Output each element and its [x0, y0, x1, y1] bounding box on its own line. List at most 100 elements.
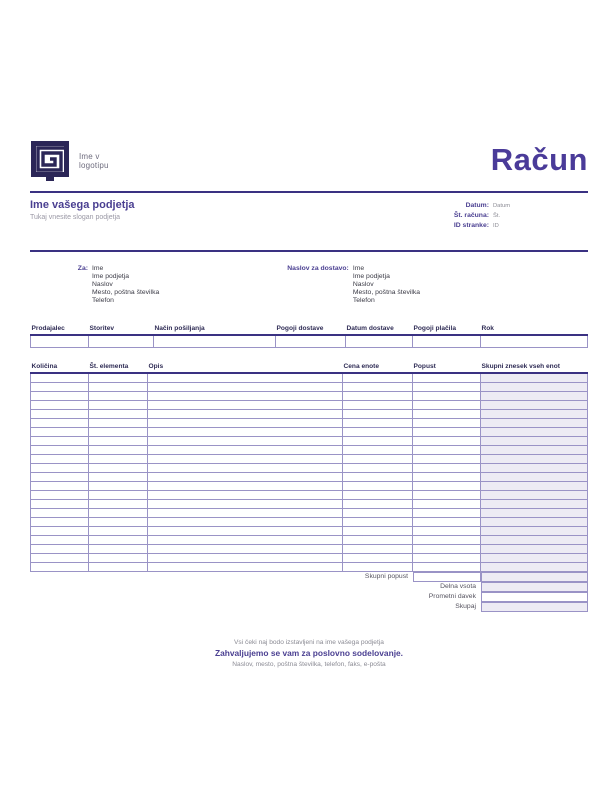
- table-cell[interactable]: [342, 499, 413, 509]
- table-cell[interactable]: [147, 535, 343, 545]
- table-cell[interactable]: [342, 562, 413, 572]
- table-cell[interactable]: [480, 382, 588, 392]
- table-cell[interactable]: [342, 481, 413, 491]
- table-cell[interactable]: [88, 334, 154, 348]
- address-line[interactable]: Telefon: [92, 297, 114, 304]
- table-cell[interactable]: [412, 372, 481, 383]
- table-cell[interactable]: [480, 562, 588, 572]
- table-cell[interactable]: [412, 517, 481, 527]
- table-cell[interactable]: [30, 409, 89, 419]
- table-cell[interactable]: [480, 517, 588, 527]
- table-cell[interactable]: [30, 562, 89, 572]
- invoice-number-value[interactable]: Št.: [493, 213, 501, 219]
- table-cell[interactable]: [88, 490, 148, 500]
- table-cell[interactable]: [88, 526, 148, 536]
- table-cell[interactable]: [412, 334, 481, 348]
- table-cell[interactable]: [342, 472, 413, 482]
- table-cell[interactable]: [147, 544, 343, 554]
- table-cell[interactable]: [412, 508, 481, 518]
- table-cell[interactable]: [412, 481, 481, 491]
- table-cell[interactable]: [30, 427, 89, 437]
- table-cell[interactable]: [480, 472, 588, 482]
- table-cell[interactable]: [147, 499, 343, 509]
- table-cell[interactable]: [30, 400, 89, 410]
- table-cell[interactable]: [30, 490, 89, 500]
- table-cell[interactable]: [88, 372, 148, 383]
- table-cell[interactable]: [275, 334, 346, 348]
- table-cell[interactable]: [412, 463, 481, 473]
- table-cell[interactable]: [88, 463, 148, 473]
- table-cell[interactable]: [342, 400, 413, 410]
- table-cell[interactable]: [412, 382, 481, 392]
- table-cell[interactable]: [30, 463, 89, 473]
- total-discount-input[interactable]: [413, 572, 481, 582]
- table-cell[interactable]: [342, 526, 413, 536]
- table-cell[interactable]: [147, 427, 343, 437]
- table-cell[interactable]: [480, 391, 588, 401]
- table-cell[interactable]: [412, 526, 481, 536]
- table-cell[interactable]: [480, 445, 588, 455]
- table-cell[interactable]: [153, 334, 276, 348]
- date-value[interactable]: Datum: [493, 203, 511, 209]
- table-cell[interactable]: [88, 382, 148, 392]
- table-cell[interactable]: [480, 436, 588, 446]
- table-cell[interactable]: [480, 553, 588, 563]
- table-cell[interactable]: [88, 400, 148, 410]
- table-cell[interactable]: [147, 463, 343, 473]
- table-cell[interactable]: [30, 499, 89, 509]
- table-cell[interactable]: [480, 481, 588, 491]
- table-cell[interactable]: [147, 372, 343, 383]
- table-cell[interactable]: [342, 436, 413, 446]
- table-cell[interactable]: [30, 544, 89, 554]
- address-line[interactable]: Naslov: [352, 281, 374, 288]
- table-cell[interactable]: [412, 400, 481, 410]
- table-cell[interactable]: [88, 508, 148, 518]
- table-cell[interactable]: [412, 445, 481, 455]
- table-cell[interactable]: [147, 382, 343, 392]
- table-cell[interactable]: [30, 553, 89, 563]
- table-cell[interactable]: [412, 553, 481, 563]
- table-cell[interactable]: [480, 372, 588, 383]
- table-cell[interactable]: [88, 535, 148, 545]
- table-cell[interactable]: [88, 391, 148, 401]
- table-cell[interactable]: [88, 418, 148, 428]
- table-cell[interactable]: [480, 544, 588, 554]
- table-cell[interactable]: [342, 391, 413, 401]
- table-cell[interactable]: [147, 481, 343, 491]
- table-cell[interactable]: [147, 418, 343, 428]
- table-cell[interactable]: [88, 553, 148, 563]
- table-cell[interactable]: [480, 409, 588, 419]
- table-cell[interactable]: [30, 526, 89, 536]
- table-cell[interactable]: [342, 382, 413, 392]
- table-cell[interactable]: [147, 508, 343, 518]
- address-line[interactable]: Mesto, poštna številka: [92, 289, 160, 296]
- table-cell[interactable]: [147, 472, 343, 482]
- table-cell[interactable]: [412, 427, 481, 437]
- table-cell[interactable]: [88, 544, 148, 554]
- table-cell[interactable]: [342, 418, 413, 428]
- address-line[interactable]: Mesto, poštna številka: [352, 289, 421, 296]
- table-cell[interactable]: [480, 454, 588, 464]
- customer-id-value[interactable]: ID: [493, 223, 499, 229]
- table-cell[interactable]: [147, 526, 343, 536]
- table-cell[interactable]: [480, 490, 588, 500]
- table-cell[interactable]: [147, 553, 343, 563]
- table-cell[interactable]: [412, 454, 481, 464]
- table-cell[interactable]: [147, 400, 343, 410]
- table-cell[interactable]: [88, 481, 148, 491]
- table-cell[interactable]: [412, 535, 481, 545]
- table-cell[interactable]: [147, 517, 343, 527]
- table-cell[interactable]: [342, 427, 413, 437]
- address-line[interactable]: Ime: [352, 265, 365, 272]
- table-cell[interactable]: [412, 391, 481, 401]
- table-cell[interactable]: [147, 490, 343, 500]
- address-line[interactable]: Ime: [92, 265, 104, 272]
- table-cell[interactable]: [480, 499, 588, 509]
- table-cell[interactable]: [30, 472, 89, 482]
- table-cell[interactable]: [342, 372, 413, 383]
- address-line[interactable]: Ime podjetja: [92, 273, 130, 280]
- table-cell[interactable]: [147, 409, 343, 419]
- ship-to-lines[interactable]: Ime Ime podjetja Naslov Mesto, poštna števi…: [353, 265, 420, 305]
- table-cell[interactable]: [345, 334, 413, 348]
- subtotal-amount[interactable]: [481, 582, 588, 592]
